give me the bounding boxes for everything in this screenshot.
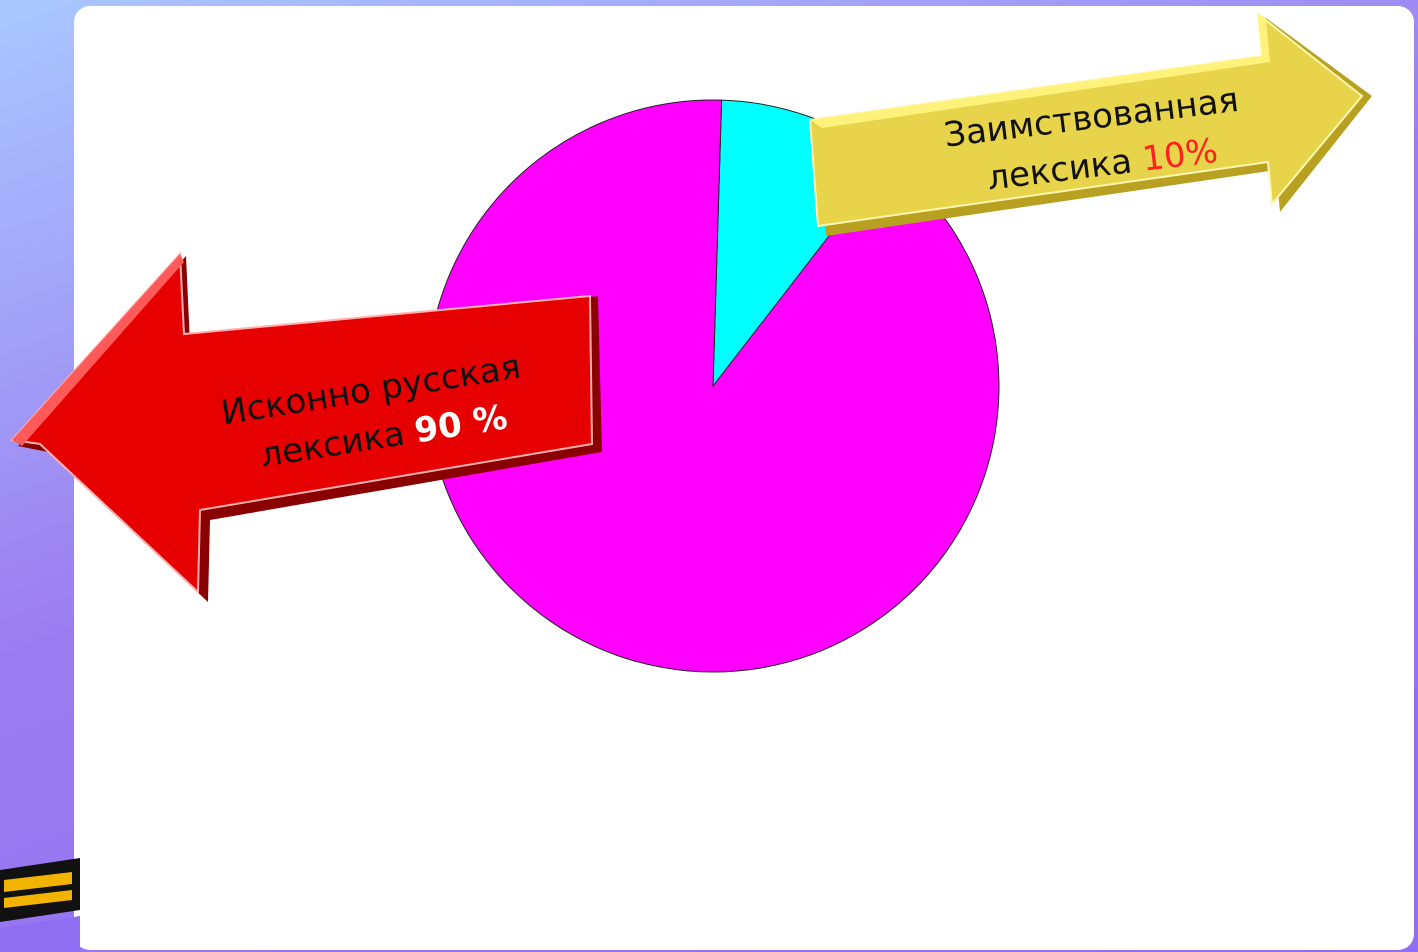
right-arrow-percent: 10% (1140, 131, 1220, 180)
left-arrow-callout: Исконно русская лексика 90 % (9, 251, 602, 602)
decorative-corner-graphic (0, 858, 80, 952)
right-arrow-callout: Заимствованная лексика 10% (808, 11, 1372, 236)
pie-slice-native-lexicon (426, 99, 1000, 673)
